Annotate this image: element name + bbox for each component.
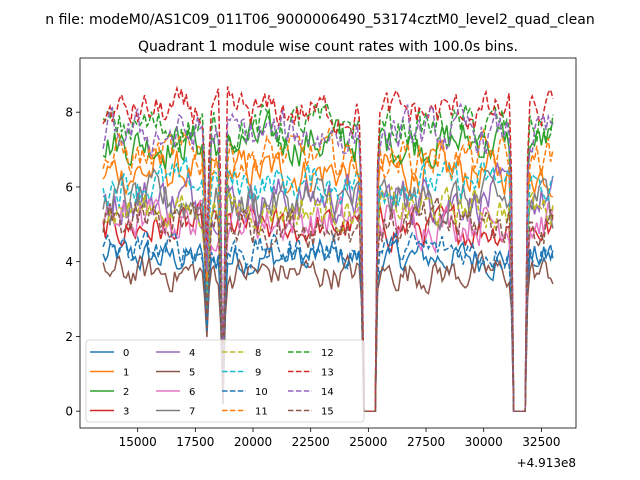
legend-label: 0 bbox=[123, 348, 129, 359]
series-line-6 bbox=[102, 196, 554, 412]
legend-label: 6 bbox=[189, 387, 195, 398]
axes-frame bbox=[79, 57, 577, 429]
legend-label: 2 bbox=[123, 387, 129, 398]
y-tick-label: 0 bbox=[65, 405, 73, 419]
x-tick-label: 17500 bbox=[176, 435, 214, 449]
legend-label: 9 bbox=[255, 368, 261, 379]
y-tick-label: 4 bbox=[65, 255, 73, 269]
y-tick-label: 2 bbox=[65, 330, 73, 344]
legend-label: 4 bbox=[189, 348, 195, 359]
series-line-13 bbox=[102, 85, 554, 412]
legend-label: 3 bbox=[123, 407, 129, 418]
legend-label: 8 bbox=[255, 348, 261, 359]
x-axis: 15000 17500 20000 22500 25000 27500 30000 32500 bbox=[119, 428, 560, 449]
legend-label: 11 bbox=[255, 407, 268, 418]
x-tick-label: 30000 bbox=[465, 435, 503, 449]
legend-box bbox=[85, 339, 365, 423]
legend-label: 5 bbox=[189, 368, 195, 379]
series-line-9 bbox=[102, 156, 554, 412]
x-tick-label: 22500 bbox=[292, 435, 330, 449]
legend-label: 13 bbox=[321, 368, 334, 379]
series-line-5 bbox=[102, 249, 554, 412]
series-line-15 bbox=[102, 194, 554, 412]
x-tick-label: 27500 bbox=[407, 435, 445, 449]
legend-label: 14 bbox=[321, 387, 334, 398]
legend-label: 1 bbox=[123, 368, 129, 379]
series-line-12 bbox=[102, 101, 554, 412]
series-line-2 bbox=[102, 107, 554, 412]
y-axis: 0 2 4 6 8 bbox=[65, 106, 80, 419]
legend-label: 12 bbox=[321, 348, 334, 359]
x-offset-label: +4.913e8 bbox=[517, 456, 576, 470]
series-line-8 bbox=[102, 185, 554, 412]
figure-suptitle: n file: modeM0/AS1C09_011T06_9000006490_… bbox=[45, 12, 594, 28]
legend-label: 7 bbox=[189, 407, 195, 418]
x-tick-label: 20000 bbox=[234, 435, 272, 449]
legend-label: 15 bbox=[321, 407, 334, 418]
series-line-4 bbox=[102, 161, 554, 412]
plot-area bbox=[102, 85, 554, 412]
series-line-14 bbox=[102, 102, 554, 412]
x-tick-label: 15000 bbox=[119, 435, 157, 449]
legend-label: 10 bbox=[255, 387, 268, 398]
x-tick-label: 32500 bbox=[522, 435, 560, 449]
series-line-11 bbox=[102, 127, 554, 412]
y-tick-label: 6 bbox=[65, 180, 73, 194]
x-tick-label: 25000 bbox=[349, 435, 387, 449]
series-line-10 bbox=[102, 230, 554, 412]
axes-title: Quadrant 1 module wise count rates with … bbox=[138, 39, 518, 55]
y-tick-label: 8 bbox=[65, 106, 73, 120]
